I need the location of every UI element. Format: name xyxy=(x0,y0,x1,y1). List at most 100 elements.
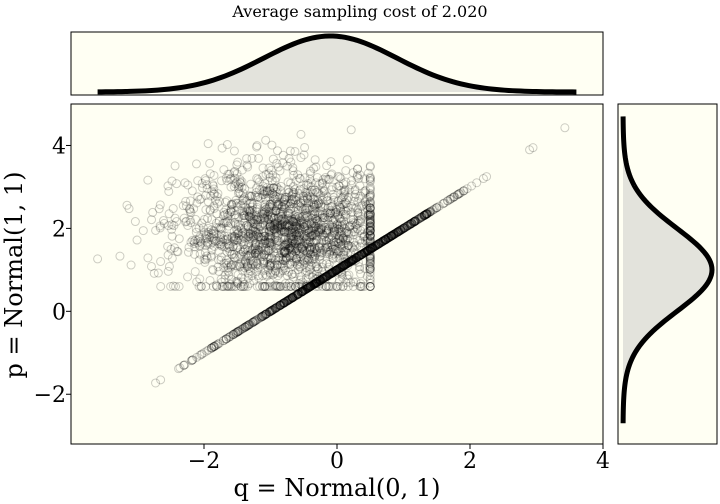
scatter-point xyxy=(321,281,331,291)
scatter-point xyxy=(236,281,246,291)
scatter-point xyxy=(283,213,293,223)
scatter-point xyxy=(329,192,339,202)
scatter-point xyxy=(365,274,375,284)
scatter-point xyxy=(215,223,225,233)
scatter-point xyxy=(195,240,205,250)
scatter-point xyxy=(282,270,292,280)
scatter-point xyxy=(358,232,368,242)
scatter-point xyxy=(305,245,315,255)
scatter-point xyxy=(365,203,375,213)
scatter-point xyxy=(288,223,298,233)
scatter-point xyxy=(220,231,230,241)
scatter-point xyxy=(399,223,409,233)
scatter-point xyxy=(387,231,397,241)
scatter-point xyxy=(215,196,224,206)
scatter-point xyxy=(301,209,310,219)
scatter-point xyxy=(284,237,294,247)
scatter-point xyxy=(356,250,366,260)
scatter-point xyxy=(301,253,311,263)
scatter-point xyxy=(365,226,375,236)
scatter-point xyxy=(223,333,233,343)
scatter-point xyxy=(327,231,337,241)
scatter-point xyxy=(330,266,340,276)
scatter-point xyxy=(294,173,304,183)
scatter-point xyxy=(302,234,312,244)
scatter-point xyxy=(284,207,294,217)
scatter-point xyxy=(300,285,310,295)
scatter-point xyxy=(405,220,415,230)
scatter-point xyxy=(275,222,285,232)
scatter-point xyxy=(200,233,210,243)
scatter-point xyxy=(207,186,217,196)
scatter-point xyxy=(259,189,269,199)
scatter-point xyxy=(283,177,293,187)
scatter-point xyxy=(366,244,376,254)
scatter-point xyxy=(356,250,366,260)
scatter-point xyxy=(329,237,339,247)
scatter-point xyxy=(274,213,284,223)
scatter-point xyxy=(368,243,378,253)
scatter-point xyxy=(254,177,264,187)
scatter-point xyxy=(281,296,291,306)
scatter-point xyxy=(273,162,283,172)
scatter-point xyxy=(275,166,285,176)
scatter-point xyxy=(346,278,356,288)
scatter-point xyxy=(244,211,254,221)
scatter-point xyxy=(288,272,298,282)
scatter-point xyxy=(302,193,312,203)
scatter-point xyxy=(244,269,254,279)
scatter-point xyxy=(300,220,310,230)
scatter-point xyxy=(371,241,381,251)
scatter-point xyxy=(181,216,191,226)
scatter-point xyxy=(292,235,302,245)
scatter-point xyxy=(253,192,263,202)
scatter-point xyxy=(283,185,293,195)
scatter-point xyxy=(325,246,335,256)
scatter-point xyxy=(411,216,421,226)
scatter-point xyxy=(384,233,394,243)
scatter-point xyxy=(365,252,375,262)
scatter-point xyxy=(211,236,221,246)
scatter-point xyxy=(254,313,264,323)
scatter-point xyxy=(341,236,351,246)
scatter-point xyxy=(356,191,366,201)
scatter-point xyxy=(300,188,310,197)
scatter-point xyxy=(237,206,247,216)
scatter-point xyxy=(250,241,260,251)
scatter-point xyxy=(217,237,227,247)
scatter-point xyxy=(250,316,260,326)
scatter-point xyxy=(291,176,301,186)
scatter-point xyxy=(333,238,343,248)
scatter-point xyxy=(399,223,409,233)
scatter-point xyxy=(343,258,353,268)
scatter-point xyxy=(346,241,356,251)
scatter-point xyxy=(272,201,282,211)
scatter-point xyxy=(264,281,274,291)
scatter-point xyxy=(258,219,268,229)
scatter-point xyxy=(392,227,402,237)
scatter-point xyxy=(322,249,331,259)
scatter-point xyxy=(270,218,280,228)
scatter-point xyxy=(301,235,311,245)
scatter-point xyxy=(292,253,302,263)
scatter-point xyxy=(252,183,262,193)
scatter-point xyxy=(296,243,306,253)
scatter-point xyxy=(258,232,268,242)
scatter-point xyxy=(215,338,225,348)
scatter-point xyxy=(223,266,233,276)
scatter-point xyxy=(229,236,239,246)
scatter-point xyxy=(284,241,294,251)
scatter-point xyxy=(380,235,390,245)
scatter-point xyxy=(339,260,349,270)
scatter-point xyxy=(363,199,373,209)
scatter-point xyxy=(408,217,418,227)
scatter-point xyxy=(355,216,365,226)
scatter-point xyxy=(290,221,300,231)
scatter-point xyxy=(284,225,294,235)
scatter-point xyxy=(320,273,330,283)
scatter-point xyxy=(370,241,380,251)
scatter-point xyxy=(381,234,391,244)
scatter-point xyxy=(258,212,268,222)
scatter-point xyxy=(303,194,313,204)
scatter-point xyxy=(317,178,327,188)
